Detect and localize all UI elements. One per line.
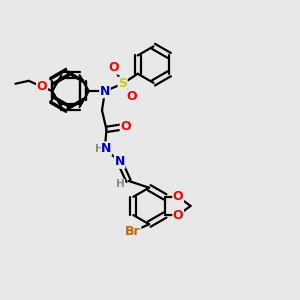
- Text: O: O: [37, 80, 47, 93]
- Text: O: O: [120, 120, 131, 133]
- Text: S: S: [118, 77, 127, 90]
- Text: O: O: [109, 61, 119, 74]
- Text: Br: Br: [125, 225, 141, 238]
- Text: N: N: [100, 85, 110, 98]
- Text: O: O: [173, 208, 184, 222]
- Text: H: H: [95, 143, 103, 154]
- Text: H: H: [116, 179, 124, 190]
- Text: O: O: [173, 190, 184, 203]
- Text: N: N: [101, 142, 112, 155]
- Text: O: O: [126, 91, 137, 103]
- Text: N: N: [115, 155, 125, 168]
